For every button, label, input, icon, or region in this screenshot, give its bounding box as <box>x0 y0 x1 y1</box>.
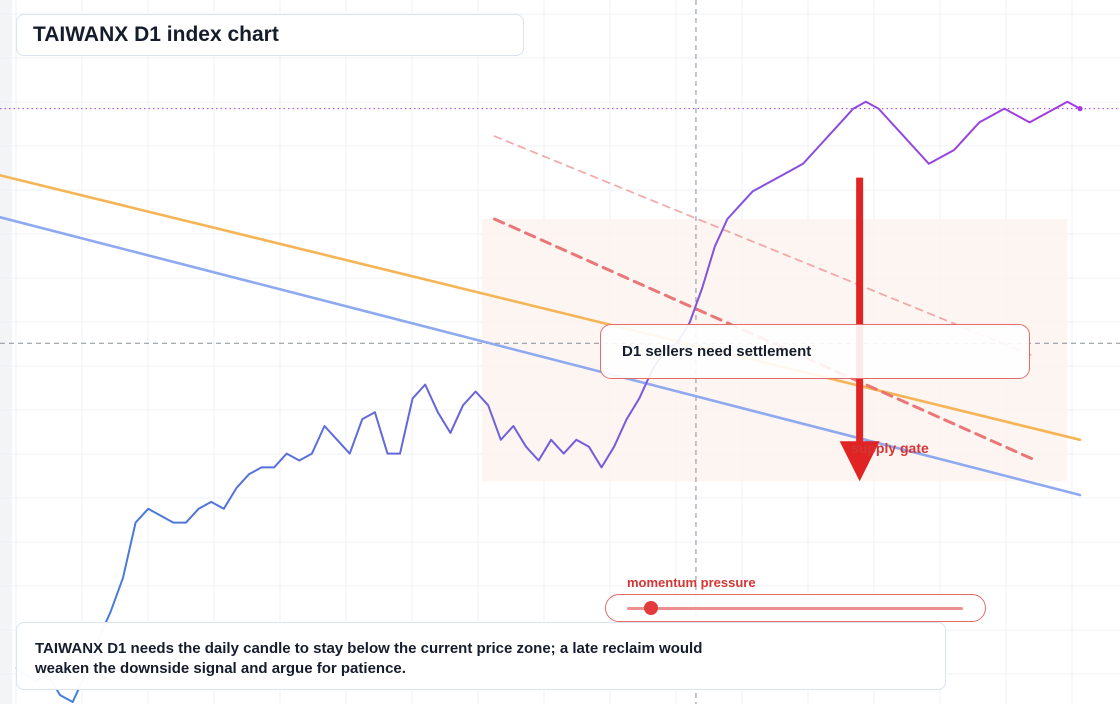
momentum-label: momentum pressure <box>627 575 756 590</box>
chart-title-card: TAIWANX D1 index chart <box>16 14 524 56</box>
chart-title: TAIWANX D1 index chart <box>33 23 279 46</box>
bearish-arrow <box>839 177 880 482</box>
left-edge-strip <box>0 0 12 704</box>
callout-text: D1 sellers need settlement <box>622 343 812 360</box>
analysis-note: TAIWANX D1 needs the daily candle to sta… <box>35 640 703 677</box>
signal-callout: D1 sellers need settlement <box>600 324 1030 379</box>
moving-average-blue <box>0 215 1082 497</box>
supply-zone-label: supply gate <box>851 440 929 456</box>
arrow-head <box>839 441 880 482</box>
price-line <box>15 100 1081 703</box>
analysis-note-card: TAIWANX D1 needs the daily candle to sta… <box>16 622 946 690</box>
moving-average-orange <box>0 173 1082 442</box>
resistance-line-upper <box>493 135 1037 358</box>
last-price-dot <box>1077 106 1083 112</box>
momentum-knob <box>643 601 658 615</box>
momentum-meter <box>605 594 986 622</box>
momentum-track <box>627 607 963 610</box>
